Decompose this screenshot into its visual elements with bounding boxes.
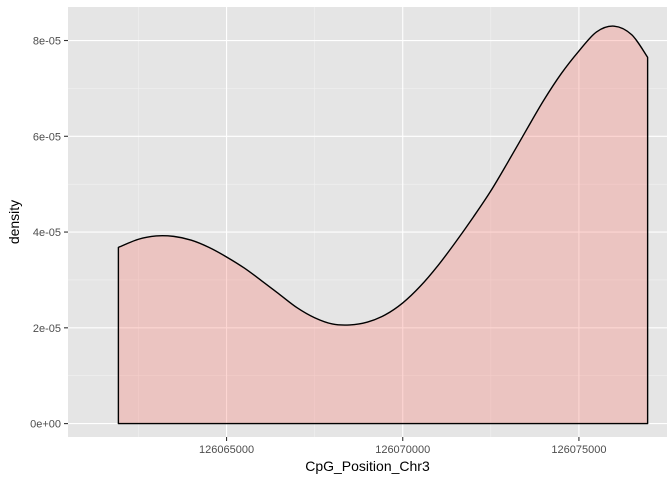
density-area-series-0 xyxy=(117,25,649,425)
x-tick-label: 126075000 xyxy=(551,444,606,456)
x-axis-title: CpG_Position_Chr3 xyxy=(305,458,430,474)
axis-layer: 126065000 126070000 126075000 0e+00 2e-05 4e-… xyxy=(30,36,606,456)
y-tick-label: 6e-05 xyxy=(33,131,61,143)
y-tick-label: 0e+00 xyxy=(30,419,61,431)
panel-background xyxy=(68,7,667,437)
x-tick-label: 126070000 xyxy=(375,444,430,456)
y-tick-label: 8e-05 xyxy=(33,36,61,48)
y-axis-title: density xyxy=(6,200,22,244)
y-tick-label: 4e-05 xyxy=(33,227,61,239)
x-tick-label: 126065000 xyxy=(199,444,254,456)
y-tick-label: 2e-05 xyxy=(33,323,61,335)
data-layer xyxy=(117,25,649,425)
